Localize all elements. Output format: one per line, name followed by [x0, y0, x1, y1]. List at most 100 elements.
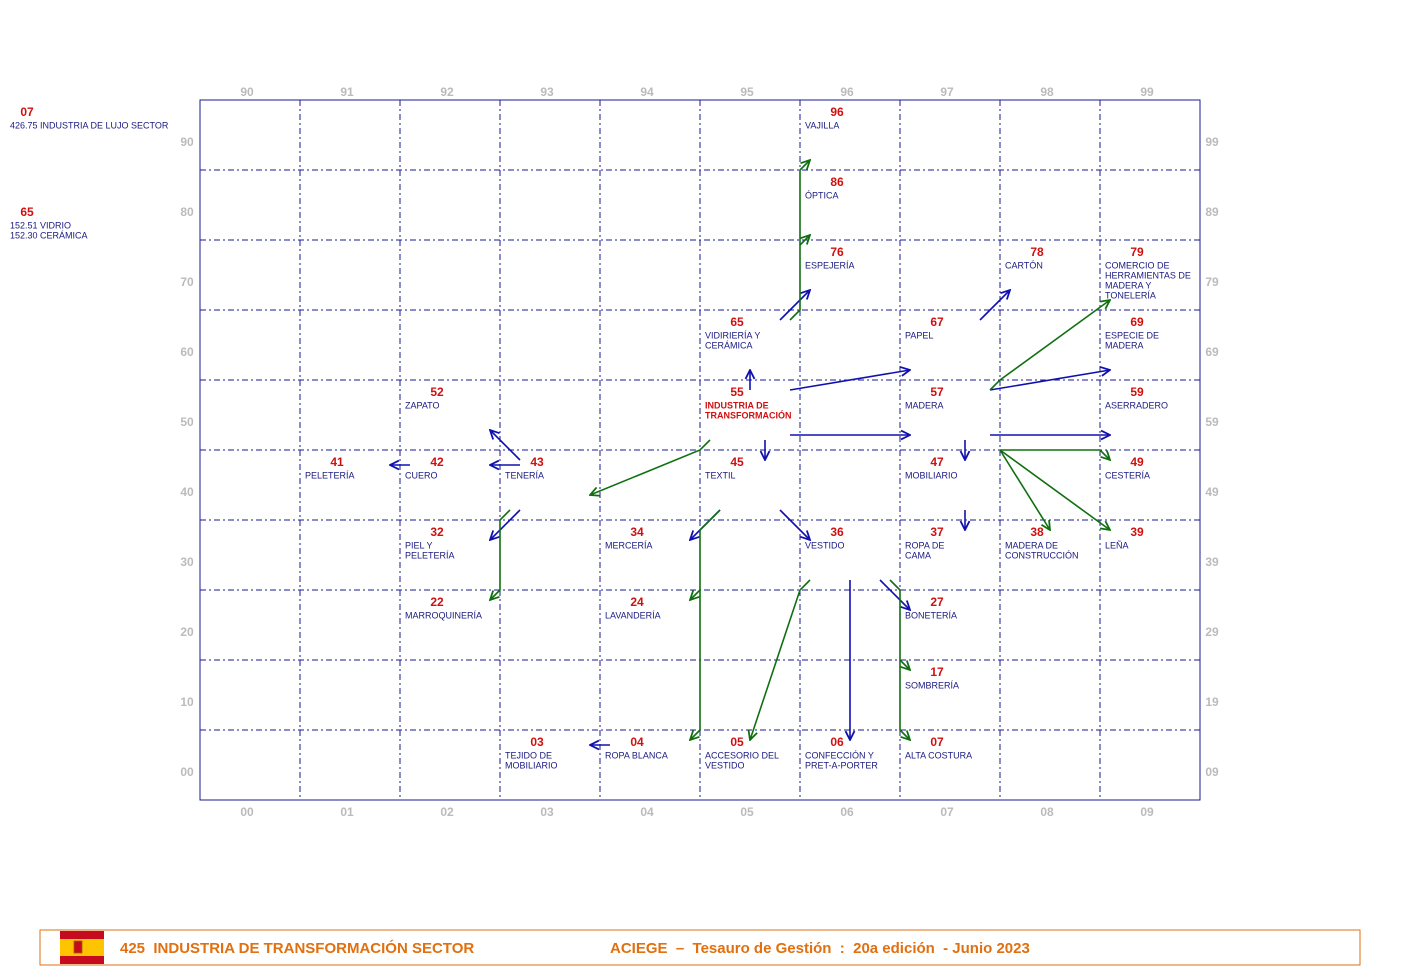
cell-code: 49	[1130, 455, 1144, 469]
cell-code: 37	[930, 525, 944, 539]
cell-label: ACCESORIO DEL	[705, 750, 779, 760]
footer-title: 425 INDUSTRIA DE TRANSFORMACIÓN SECTOR	[120, 939, 474, 957]
cell-label: ÓPTICA	[805, 190, 839, 200]
footer-box	[39, 929, 1361, 966]
bottom-label: 06	[840, 805, 854, 819]
flag	[60, 931, 104, 964]
arrow	[590, 439, 711, 495]
arrow	[490, 509, 511, 600]
right-label: 89	[1205, 205, 1219, 219]
cell-label: SOMBRERÍA	[905, 680, 959, 690]
bottom-label: 09	[1140, 805, 1154, 819]
arrow	[879, 579, 910, 610]
cell-label: PRET-A-PORTER	[805, 760, 878, 770]
cell-label: COMERCIO DE	[1105, 260, 1170, 270]
cell-label: TRANSFORMACIÓN	[705, 409, 792, 420]
arrow	[1000, 449, 1110, 460]
cell-code: 04	[630, 735, 644, 749]
cell-code: 45	[730, 455, 744, 469]
note-code: 07	[20, 105, 34, 119]
right-label: 39	[1205, 555, 1219, 569]
right-label: 29	[1205, 625, 1219, 639]
arrow	[799, 235, 810, 246]
right-label: 59	[1205, 415, 1219, 429]
note-text: 152.51 VIDRIO	[10, 220, 71, 230]
left-label: 50	[180, 415, 194, 429]
cell-label: PELETERÍA	[405, 550, 455, 560]
arrow	[490, 509, 521, 540]
arrow	[789, 370, 910, 391]
cell-label: ZAPATO	[405, 400, 440, 410]
bottom-label: 07	[940, 805, 954, 819]
cell-code: 27	[930, 595, 944, 609]
cell-label: MERCERÍA	[605, 540, 653, 550]
arrow	[690, 509, 721, 740]
cell-code: 76	[830, 245, 844, 259]
bottom-label: 08	[1040, 805, 1054, 819]
bottom-label: 04	[640, 805, 654, 819]
top-label: 92	[440, 85, 454, 99]
left-label: 10	[180, 695, 194, 709]
cell-code: 79	[1130, 245, 1144, 259]
cell-label: MOBILIARIO	[905, 470, 958, 480]
cell-label: CESTERÍA	[1105, 470, 1150, 480]
cell-code: 52	[430, 385, 444, 399]
cell-code: 38	[1030, 525, 1044, 539]
cell-label: VESTIDO	[705, 760, 745, 770]
cell-code: 05	[730, 735, 744, 749]
arrow	[999, 449, 1050, 530]
cell-label: ALTA COSTURA	[905, 750, 972, 760]
cell-label: ESPECIE DE	[1105, 330, 1159, 340]
arrows	[390, 160, 1110, 745]
cell-label: BONETERÍA	[905, 610, 957, 620]
right-label: 09	[1205, 765, 1219, 779]
top-label: 96	[840, 85, 854, 99]
right-label: 19	[1205, 695, 1219, 709]
top-label: 94	[640, 85, 654, 99]
cell-code: 78	[1030, 245, 1044, 259]
cell-code: 22	[430, 595, 444, 609]
top-label: 97	[940, 85, 954, 99]
cell-code: 03	[530, 735, 544, 749]
cell-label: CARTÓN	[1005, 260, 1043, 270]
cell-code: 47	[930, 455, 944, 469]
bottom-label: 00	[240, 805, 254, 819]
left-label: 00	[180, 765, 194, 779]
bottom-label: 01	[340, 805, 354, 819]
cell-label: INDUSTRIA DE	[705, 400, 769, 410]
arrow	[779, 290, 810, 321]
cell-code: 96	[830, 105, 844, 119]
cell-label: MADERA	[905, 400, 944, 410]
right-label: 49	[1205, 485, 1219, 499]
cell-code: 55	[730, 385, 744, 399]
bottom-label: 02	[440, 805, 454, 819]
note-text: 152.30 CERÁMICA	[10, 230, 88, 240]
left-label: 90	[180, 135, 194, 149]
cell-label: ROPA BLANCA	[605, 750, 668, 760]
arrow	[999, 449, 1110, 530]
bottom-label: 03	[540, 805, 554, 819]
cell-label: MOBILIARIO	[505, 760, 558, 770]
footer-credit: ACIEGE – Tesauro de Gestión : 20a edició…	[610, 940, 1030, 957]
left-label: 80	[180, 205, 194, 219]
bottom-label: 05	[740, 805, 754, 819]
cell-label: ROPA DE	[905, 540, 944, 550]
arrow	[899, 659, 910, 670]
cell-label: TENERÍA	[505, 470, 544, 480]
cell-code: 69	[1130, 315, 1144, 329]
cell-code: 07	[930, 735, 944, 749]
cell-code: 86	[830, 175, 844, 189]
arrow	[490, 430, 521, 461]
cell-label: HERRAMIENTAS DE	[1105, 270, 1191, 280]
cell-label: VAJILLA	[805, 120, 839, 130]
cell-label: MADERA	[1105, 340, 1144, 350]
cell-label: MADERA Y	[1105, 280, 1151, 290]
cell-label: MADERA DE	[1005, 540, 1058, 550]
arrow	[779, 509, 810, 540]
arrow	[690, 589, 701, 600]
note-text: 426.75 INDUSTRIA DE LUJO SECTOR	[10, 120, 169, 130]
top-label: 93	[540, 85, 554, 99]
top-label: 95	[740, 85, 754, 99]
cell-label: CERÁMICA	[705, 340, 753, 350]
right-label: 79	[1205, 275, 1219, 289]
